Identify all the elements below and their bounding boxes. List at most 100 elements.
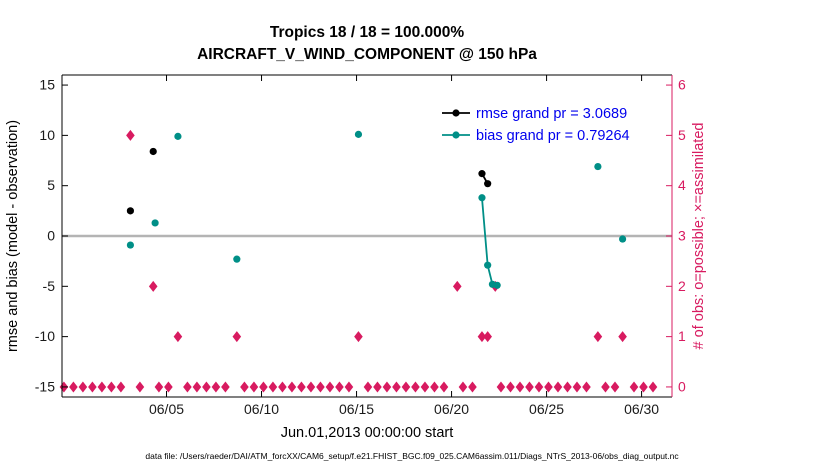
y-tick-label-left: 5 <box>47 177 55 193</box>
obs-count-diamond <box>183 381 192 393</box>
rmse-marker <box>126 207 135 215</box>
obs-count-diamond <box>496 381 506 393</box>
obs-count-diamond <box>78 381 88 393</box>
bias-marker <box>594 162 602 171</box>
obs-count-diamond <box>593 331 603 343</box>
obs-count-diamond <box>116 381 126 393</box>
obs-count-diamond <box>354 331 363 343</box>
obs-count-diamond <box>268 381 278 393</box>
obs-count-diamond <box>506 381 515 393</box>
bias-marker <box>151 219 159 227</box>
obs-count-diamond <box>639 381 648 393</box>
obs-count-diamond <box>629 381 639 393</box>
obs-count-diamond <box>97 381 107 393</box>
chart-subtitle: AIRCRAFT_V_WIND_COMPONENT @ 150 hPa <box>197 46 537 63</box>
rmse-marker <box>478 170 486 178</box>
obs-count-diamond <box>211 381 221 393</box>
obs-count-diamond <box>483 331 492 343</box>
obs-count-diamond <box>202 381 211 393</box>
y-tick-label-left: 15 <box>39 77 55 93</box>
obs-count-diamond <box>610 381 620 393</box>
y-tick-label-left: -10 <box>35 328 55 344</box>
x-tick-label: 06/25 <box>529 401 564 417</box>
bias-marker <box>478 194 486 202</box>
obs-count-diamond <box>452 280 462 292</box>
x-axis-label: Jun.01,2013 00:00:00 start <box>281 425 454 441</box>
bias-marker <box>233 255 241 263</box>
obs-count-diamond <box>458 381 468 393</box>
obs-count-diamond <box>287 381 297 393</box>
data-file-caption: data file: /Users/raeder/DAI/ATM_forcXX/… <box>145 451 679 461</box>
obs-count-diamond <box>173 331 183 343</box>
bias-marker <box>126 241 135 249</box>
obs-count-markers <box>59 129 658 393</box>
obs-count-diamond <box>534 381 544 393</box>
obs-count-diamond <box>544 381 553 393</box>
obs-count-diamond <box>69 381 78 393</box>
obs-count-diamond <box>240 381 249 393</box>
obs-count-diamond <box>515 381 525 393</box>
chart-title: Tropics 18 / 18 = 100.000% <box>270 24 465 41</box>
obs-count-diamond <box>259 381 268 393</box>
obs-count-diamond <box>382 381 392 393</box>
obs-count-diamond <box>221 381 230 393</box>
obs-count-diamond <box>582 381 591 393</box>
y-tick-label-right: 2 <box>678 278 686 294</box>
x-tick-label: 06/30 <box>624 401 659 417</box>
x-tick-label: 06/20 <box>434 401 469 417</box>
y-tick-label-left: 10 <box>39 127 55 143</box>
obs-count-diamond <box>553 381 563 393</box>
obs-count-diamond <box>572 381 582 393</box>
bias-marker <box>493 281 501 289</box>
legend-marker <box>452 131 460 139</box>
y-tick-label-left: -15 <box>35 378 55 394</box>
obs-count-diamond <box>344 381 354 393</box>
obs-count-diamond <box>477 331 487 343</box>
obs-count-diamond <box>411 381 420 393</box>
legend <box>442 109 470 139</box>
obs-count-diamond <box>439 381 449 393</box>
obs-count-diamond <box>154 381 164 393</box>
obs-count-diamond <box>316 381 325 393</box>
obs-count-diamond <box>468 381 477 393</box>
bias-marker <box>618 235 627 243</box>
obs-count-diamond <box>232 331 242 343</box>
plot-area: 06/05 06/10 06/15 06/20 06/25 06/30 -15 -10 -5 0 5… <box>35 74 686 417</box>
obs-count-diamond <box>325 381 335 393</box>
obs-count-diamond <box>88 381 97 393</box>
obs-count-diamond <box>618 331 627 343</box>
y-tick-label-right: 1 <box>678 328 686 344</box>
bias-line <box>481 196 494 286</box>
bias-marker <box>354 130 363 138</box>
y-tick-label-right: 6 <box>678 77 686 93</box>
y-axis-label-right: # of obs: o=possible; ×=assimilated <box>691 123 707 350</box>
obs-count-diamond <box>525 381 534 393</box>
rmse-marker <box>149 147 157 156</box>
x-tick-label: 06/10 <box>244 401 279 417</box>
obs-count-diamond <box>648 381 658 393</box>
bias-marker <box>174 132 182 140</box>
obs-count-diamond <box>306 381 316 393</box>
y-tick-label-right: 0 <box>678 378 686 394</box>
obs-count-diamond <box>401 381 411 393</box>
legend-marker <box>452 109 460 117</box>
obs-count-diamond <box>249 381 259 393</box>
obs-count-diamond <box>430 381 439 393</box>
obs-count-diamond <box>420 381 430 393</box>
axis-frame: 06/05 06/10 06/15 06/20 06/25 06/30 -15 -10 -5 0 5… <box>35 74 686 417</box>
rmse-series <box>126 147 492 215</box>
obs-count-diamond <box>601 381 610 393</box>
obs-count-diamond <box>107 381 116 393</box>
y-axis-label-left: rmse and bias (model - observation) <box>5 120 21 352</box>
bias-series <box>126 130 627 289</box>
obs-count-diamond <box>392 381 401 393</box>
bias-marker <box>484 261 492 269</box>
obs-count-diamond <box>148 280 158 292</box>
x-tick-label: 06/15 <box>339 401 374 417</box>
obs-count-diamond <box>335 381 344 393</box>
obs-count-diamond <box>278 381 287 393</box>
obs-count-diamond <box>126 129 135 141</box>
rmse-marker <box>484 180 492 188</box>
y-tick-label-right: 4 <box>678 177 686 193</box>
